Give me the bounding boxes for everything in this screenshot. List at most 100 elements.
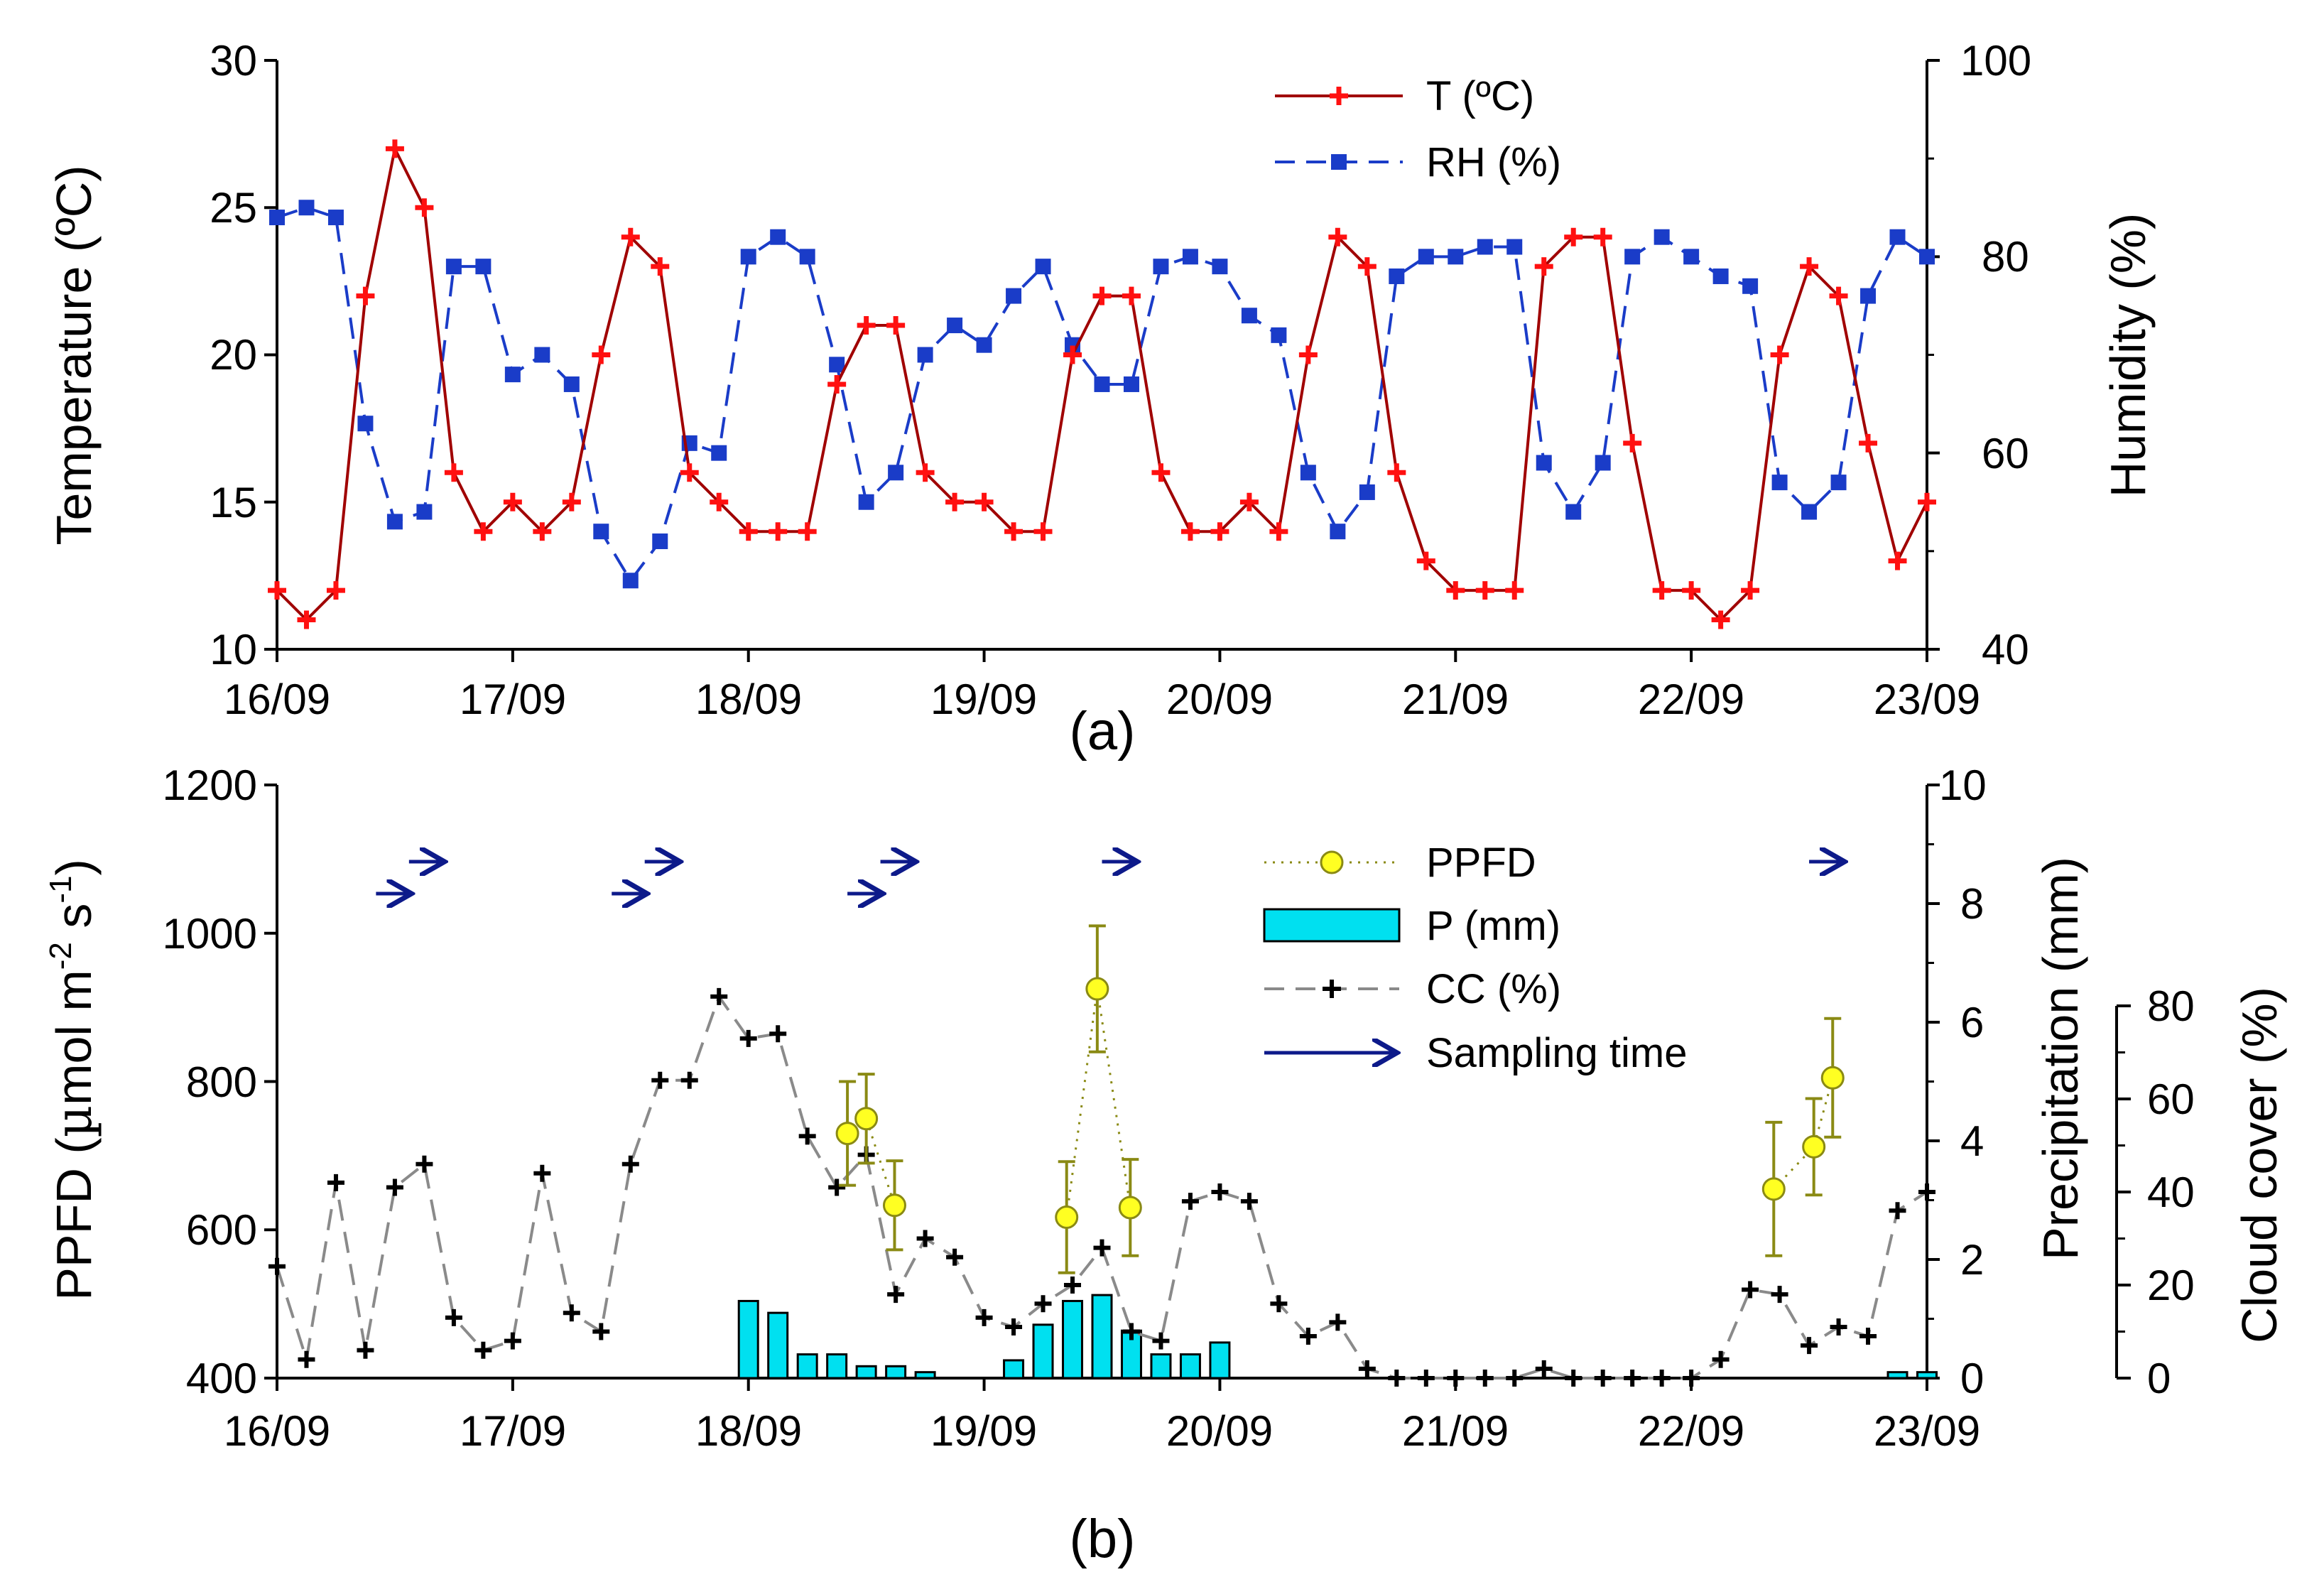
legend-precipitation-swatch — [1263, 908, 1401, 943]
panel-b-y2-tick-label: 2 — [1960, 1236, 1984, 1284]
cloud-cover-point — [1005, 1318, 1023, 1335]
humidity-point — [1830, 475, 1847, 491]
humidity-point — [504, 367, 521, 383]
humidity-point — [1035, 259, 1051, 275]
panel-b-x-tick-label: 16/09 — [224, 1407, 330, 1455]
temperature-point — [503, 492, 522, 511]
panel-b-y2-tick-label: 0 — [1960, 1355, 1984, 1402]
temperature-point — [945, 492, 965, 511]
legend-item-cloud-cover: CC (%) — [1264, 966, 1561, 1012]
temperature-point — [562, 492, 581, 511]
cloud-cover-point — [1181, 1193, 1199, 1210]
cloud-cover-point — [1742, 1281, 1759, 1299]
precipitation-bar — [737, 1299, 759, 1380]
ppfd-title-sup2: -1 — [43, 876, 78, 904]
panel-a-x-tick-label: 23/09 — [1874, 676, 1980, 723]
precipitation-bar — [826, 1353, 848, 1380]
humidity-point — [1506, 239, 1523, 255]
temperature-point — [1210, 522, 1229, 541]
cloud-cover-point — [1388, 1370, 1406, 1387]
humidity-point — [269, 210, 285, 226]
humidity-point — [1418, 249, 1434, 265]
humidity-point — [770, 229, 786, 245]
temperature-point — [1416, 551, 1435, 570]
cloud-cover-point — [916, 1230, 934, 1247]
humidity-point — [1654, 229, 1670, 245]
cloud-cover-point — [769, 1025, 787, 1043]
panel-a-y2-tick-label: 40 — [1982, 626, 2029, 673]
humidity-point — [1359, 484, 1375, 500]
humidity-point — [445, 259, 462, 275]
cloud-cover-point — [504, 1332, 521, 1350]
humidity-point — [563, 376, 580, 392]
precipitation-bar — [855, 1365, 877, 1380]
humidity-point — [947, 318, 963, 334]
panel-a-x-tick-label: 21/09 — [1402, 676, 1509, 723]
panel-b-cloud-tick-labels: 0 20 40 60 80 — [2147, 982, 2195, 1402]
cloud-cover-point — [1506, 1370, 1524, 1387]
panel-b-y-tick-labels: 400 600 800 1000 1200 — [163, 762, 257, 1402]
panel-b-cloud-tick-label: 0 — [2147, 1355, 2171, 1402]
temperature-point — [1652, 581, 1671, 600]
temperature-point — [592, 345, 611, 364]
precipitation-bar — [914, 1371, 936, 1380]
panel-b-y2-tick-labels: 0 2 4 6 8 10 — [1939, 762, 1987, 1402]
humidity-point — [593, 524, 609, 540]
humidity-point — [475, 259, 492, 275]
cloud-cover-point — [592, 1323, 610, 1340]
temperature-point — [1682, 581, 1701, 600]
ppfd-point — [882, 1193, 906, 1218]
temperature-point — [1505, 581, 1524, 600]
ppfd-point — [835, 1122, 859, 1146]
temperature-point — [739, 522, 758, 541]
humidity-point — [1271, 327, 1287, 343]
panel-a-y-tick-label: 30 — [210, 37, 257, 85]
temperature-point — [1239, 492, 1259, 511]
cloud-cover-point — [416, 1155, 433, 1173]
temperature-point — [1475, 581, 1494, 600]
cloud-cover-point — [1034, 1295, 1052, 1313]
humidity-point — [1801, 504, 1818, 520]
temperature-point — [1623, 433, 1642, 452]
panel-b-cloud-tick-label: 20 — [2147, 1262, 2195, 1309]
ppfd-title-mid2: s — [46, 904, 102, 942]
panel-b: 16/09 17/09 18/09 19/09 20/09 21/09 22/0… — [43, 762, 2287, 1569]
humidity-point — [1300, 465, 1316, 481]
cloud-cover-point — [1918, 1183, 1935, 1201]
cloud-cover-point — [1329, 1313, 1347, 1331]
legend-temperature-label: T (ºC) — [1426, 73, 1534, 119]
cloud-cover-point — [1830, 1318, 1847, 1335]
panel-b-x-tick-label: 20/09 — [1166, 1407, 1273, 1455]
temperature-point — [1829, 286, 1848, 305]
panel-b-y-tick-label: 1000 — [163, 910, 257, 958]
ppfd-point — [1055, 1205, 1079, 1230]
temperature-point — [1770, 345, 1789, 364]
temperature-point — [974, 492, 994, 511]
precipitation-bar — [1091, 1294, 1113, 1380]
humidity-point — [917, 347, 933, 363]
cloud-cover-point — [1801, 1337, 1818, 1355]
temperature-point — [886, 316, 906, 335]
temperature-point — [268, 581, 286, 600]
temperature-point — [621, 227, 640, 246]
panel-a-x-tick-label: 18/09 — [695, 676, 802, 723]
temperature-point — [1888, 551, 1907, 570]
humidity-point — [711, 445, 727, 461]
panel-b-x-tick-label: 19/09 — [930, 1407, 1037, 1455]
cloud-cover-point — [1152, 1332, 1170, 1350]
humidity-point — [1448, 249, 1464, 265]
panel-b-y2-tick-label: 10 — [1939, 762, 1987, 809]
panel-a-y2-tick-label: 100 — [1960, 37, 2031, 85]
cloud-cover-point — [1122, 1323, 1140, 1340]
cloud-cover-point — [1240, 1193, 1258, 1210]
cloud-cover-point — [651, 1071, 669, 1089]
temperature-point — [326, 581, 345, 600]
temperature-point — [1298, 345, 1318, 364]
temperature-point — [1711, 610, 1730, 629]
humidity-point — [386, 514, 403, 530]
ppfd-title-pre: PPFD ( — [46, 1137, 102, 1300]
precipitation-bar — [1003, 1359, 1025, 1380]
panel-a-series — [268, 139, 1936, 629]
cloud-cover-point — [1299, 1328, 1317, 1345]
